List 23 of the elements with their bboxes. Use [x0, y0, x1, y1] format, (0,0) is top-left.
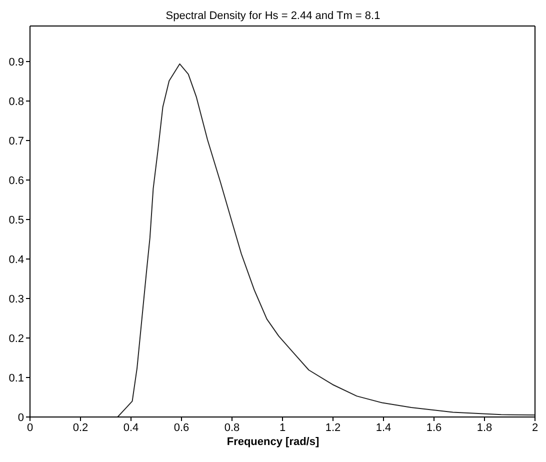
y-tick-label: 0.1: [8, 372, 24, 384]
x-tick-label: 1.2: [325, 422, 341, 434]
x-tick-label: 0.4: [123, 422, 139, 434]
y-tick-label: 0.2: [8, 332, 24, 345]
x-tick-label: 0.8: [224, 422, 240, 434]
y-tick-label: 0.7: [8, 135, 24, 148]
x-tick-label: 0.6: [174, 422, 190, 434]
y-tick-label: 0.6: [8, 174, 24, 187]
y-tick-label: 0.8: [8, 96, 24, 108]
x-tick-label: 0.2: [72, 422, 88, 434]
y-tick-label: 0.4: [8, 254, 24, 266]
x-tick-label: 0: [26, 422, 34, 434]
x-axis-title: Frequency [rad/s]: [226, 436, 320, 448]
y-tick-label: 0.9: [8, 56, 24, 68]
x-tick-label: 1: [279, 422, 286, 434]
y-tick-label: 0: [18, 412, 24, 424]
x-tick-label: 2: [532, 422, 538, 434]
x-tick-label: 1.6: [426, 422, 442, 434]
y-tick-label: 0.3: [8, 293, 24, 306]
chart-title: Spectral Density for Hs = 2.44 and Tm = 8.1: [164, 10, 382, 22]
x-tick-label: 1.8: [476, 422, 492, 434]
y-tick-label: 0.5: [8, 214, 24, 226]
x-tick-label: 1.4: [376, 422, 392, 434]
